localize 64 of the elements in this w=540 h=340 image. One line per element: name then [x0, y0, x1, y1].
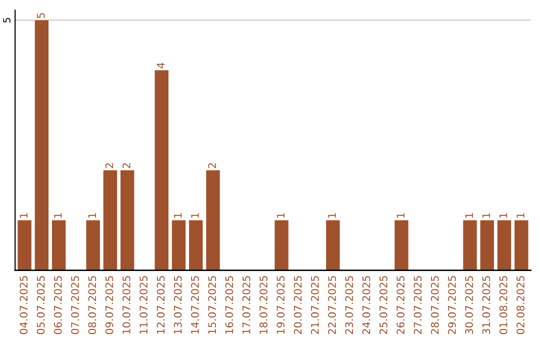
x-tick-label: 26.07.2025 [396, 276, 404, 334]
bar [172, 220, 186, 270]
x-tick-label: 24.07.2025 [362, 276, 370, 334]
bar [103, 170, 118, 270]
data-label: 1 [500, 213, 508, 218]
x-tick-label: 23.07.2025 [345, 276, 354, 334]
bar [34, 20, 49, 270]
x-tick-label: 31.07.2025 [482, 276, 490, 334]
bar [463, 220, 477, 270]
x-tick-label: 12.07.2025 [156, 276, 165, 334]
data-label: 1 [396, 213, 404, 218]
bar [154, 70, 168, 270]
data-label: 1 [482, 213, 490, 218]
bar [52, 220, 66, 270]
bar [120, 170, 134, 270]
x-tick-label: 09.07.2025 [105, 276, 114, 334]
x-tick-label: 15.07.2025 [208, 276, 216, 334]
x-tick-label: 28.07.2025 [430, 276, 439, 334]
x-tick-label: 08.07.2025 [88, 276, 96, 334]
bar [274, 220, 288, 270]
data-label: 2 [208, 163, 216, 168]
x-tick-label: 18.07.2025 [260, 276, 268, 334]
bar [480, 220, 494, 270]
x-tick-label: 05.07.2025 [36, 276, 45, 334]
data-label: 1 [88, 213, 96, 218]
bar [86, 220, 100, 270]
bar [326, 220, 340, 270]
data-label: 5 [36, 13, 45, 18]
data-label: 2 [122, 163, 130, 168]
x-tick-label: 17.07.2025 [242, 276, 250, 334]
data-label: 2 [105, 163, 114, 168]
data-label: 1 [465, 213, 473, 218]
data-label: 1 [516, 213, 524, 218]
bar [497, 220, 512, 270]
data-label: 4 [156, 62, 164, 68]
x-tick-label: 06.07.2025 [54, 276, 62, 334]
bar [189, 220, 203, 270]
x-tick-label: 07.07.2025 [71, 276, 79, 334]
x-tick-label: 11.07.2025 [140, 276, 148, 334]
x-tick-label: 14.07.2025 [191, 276, 199, 334]
bar [206, 170, 220, 270]
x-tick-label: 19.07.2025 [276, 276, 285, 334]
x-tick-label: 10.07.2025 [122, 276, 130, 334]
x-tick-label: 27.07.2025 [414, 276, 422, 334]
data-label: 1 [328, 213, 336, 218]
x-tick-label: 20.07.2025 [294, 276, 302, 334]
x-tick-label: 25.07.2025 [379, 276, 388, 334]
x-tick-label: 21.07.2025 [310, 276, 319, 334]
x-tick-label: 01.08.2025 [499, 276, 508, 334]
data-label: 1 [276, 213, 284, 218]
x-tick-label: 22.07.2025 [328, 276, 336, 334]
bar [514, 220, 528, 270]
data-label: 1 [54, 213, 62, 218]
x-tick-label: 13.07.2025 [174, 276, 182, 334]
x-tick-label: 04.07.2025 [20, 276, 28, 334]
data-label: 1 [20, 213, 28, 218]
x-tick-label: 16.07.2025 [225, 276, 234, 334]
data-label: 1 [191, 213, 199, 218]
bar [18, 220, 32, 270]
x-tick-label: 02.08.2025 [516, 276, 524, 334]
bar [394, 220, 408, 270]
x-tick-label: 29.07.2025 [448, 276, 456, 334]
data-label: 1 [174, 213, 182, 218]
x-tick-label: 30.07.2025 [465, 276, 474, 334]
